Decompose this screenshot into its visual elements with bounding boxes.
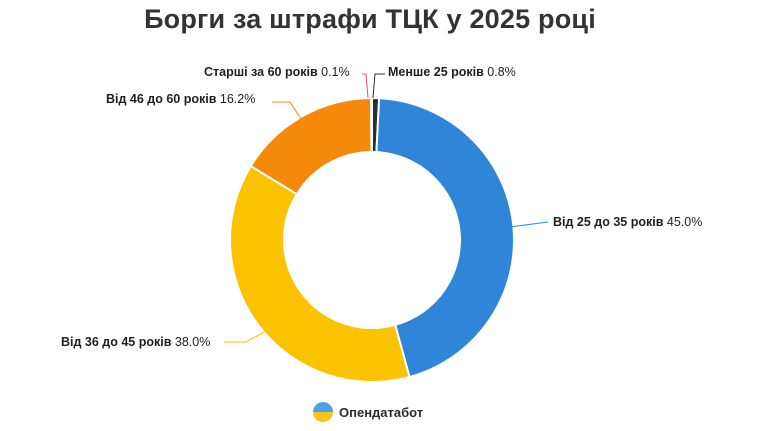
slice-label-name: Від 25 до 35 років (553, 215, 667, 229)
slice-label-5: Старші за 60 років 0.1% (204, 65, 350, 79)
slice-3 (229, 164, 411, 383)
slice-label-1: Менше 25 років 0.8% (388, 65, 516, 79)
opendatabot-logo-icon (313, 402, 333, 422)
leader-line-4 (272, 101, 304, 123)
slice-5 (370, 96, 373, 154)
slice-label-2: Від 25 до 35 років 45.0% (553, 215, 702, 229)
slice-label-value: 45.0% (667, 215, 702, 229)
slice-label-value: 38.0% (175, 335, 210, 349)
donut-slices (229, 96, 515, 383)
slice-label-3: Від 36 до 45 років 38.0% (61, 335, 210, 349)
slice-label-value: 0.1% (321, 65, 350, 79)
slice-label-name: Від 46 до 60 років (106, 92, 220, 106)
brand-name: Опендатабот (339, 404, 424, 420)
leader-line-2 (509, 221, 549, 228)
label-leader-lines (224, 73, 549, 343)
slice-2 (375, 97, 515, 379)
leader-line-5 (362, 73, 369, 99)
brand-footer: Опендатабот (313, 400, 423, 424)
chart-title: Борги за штрафи ТЦК у 2025 році (144, 4, 596, 34)
slice-label-value: 16.2% (220, 92, 255, 106)
leader-line-1 (372, 73, 385, 99)
slice-label-name: Менше 25 років (388, 65, 487, 79)
slice-label-4: Від 46 до 60 років 16.2% (106, 92, 255, 106)
slice-label-name: Старші за 60 років (204, 65, 321, 79)
slice-labels: Менше 25 років 0.8% Від 25 до 35 років 45… (61, 65, 702, 349)
slice-label-name: Від 36 до 45 років (61, 335, 175, 349)
leader-line-3 (224, 329, 269, 343)
slice-label-value: 0.8% (487, 65, 516, 79)
